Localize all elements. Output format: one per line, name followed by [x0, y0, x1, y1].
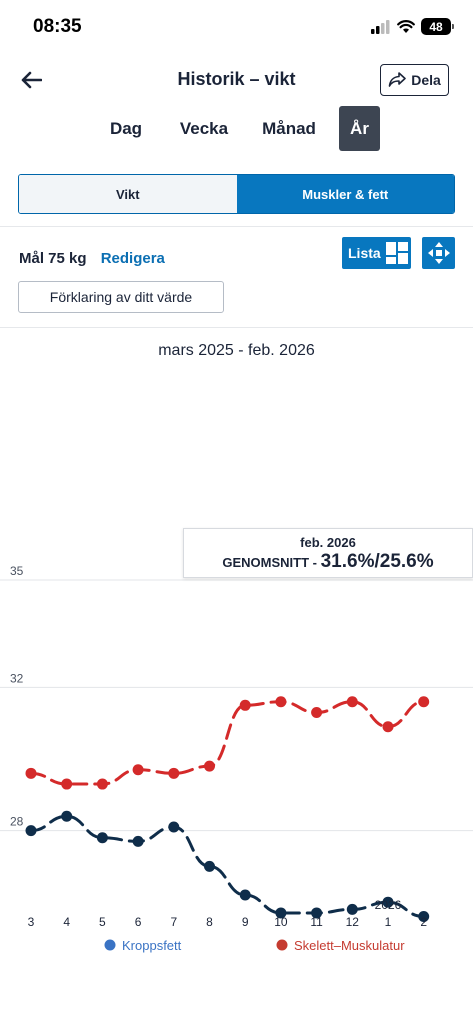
x-tick-label: 2: [420, 915, 427, 929]
goal-row: Mål 75 kg Redigera: [19, 250, 165, 267]
nav-bar: Historik – vikt Dela: [0, 60, 473, 100]
divider: [0, 327, 473, 328]
divider: [0, 226, 473, 227]
data-point: [204, 860, 215, 872]
move-arrows-button[interactable]: [422, 237, 455, 269]
legend-label: Skelett–Muskulatur: [294, 938, 405, 953]
data-point: [382, 896, 394, 908]
segment-muskler-fett[interactable]: Muskler & fett: [236, 175, 454, 213]
metric-segmented-control: Vikt Muskler & fett: [18, 174, 455, 214]
x-tick-label: 1: [385, 915, 392, 929]
cellular-signal-icon: [371, 19, 390, 34]
back-arrow-icon: [21, 71, 42, 89]
series-line-kroppsfett: [29, 814, 426, 919]
data-point: [346, 696, 358, 708]
data-point: [382, 721, 394, 733]
data-point: [418, 911, 430, 923]
data-point: [61, 810, 73, 822]
legend-marker: [276, 939, 288, 951]
grid-layout-icon: [385, 242, 408, 264]
status-bar: 08:35 48: [0, 0, 473, 56]
data-point: [239, 889, 251, 901]
battery-indicator: 48: [421, 18, 454, 35]
tab-manad[interactable]: Månad: [262, 119, 316, 138]
list-view-button[interactable]: Lista: [342, 237, 411, 269]
share-label: Dela: [411, 72, 441, 88]
move-arrows-icon: [427, 242, 450, 264]
data-point: [311, 907, 323, 919]
tab-dag[interactable]: Dag: [109, 119, 143, 138]
y-tick-label: 35: [10, 564, 24, 578]
x-tick-label: 9: [242, 915, 249, 929]
tooltip-average-value: 31.6%/25.6%: [320, 551, 434, 572]
data-point: [239, 699, 251, 711]
tooltip-average-label: GENOMSNITT -: [222, 555, 321, 570]
tab-vecka[interactable]: Vecka: [179, 119, 229, 138]
data-point: [168, 821, 180, 833]
share-button[interactable]: Dela: [380, 64, 449, 96]
y-tick-label: 24: [10, 958, 24, 960]
data-point: [132, 835, 144, 847]
data-point: [204, 760, 215, 772]
data-point: [96, 832, 108, 844]
x-tick-label: 12: [346, 915, 360, 929]
segment-vikt[interactable]: Vikt: [19, 175, 237, 213]
data-point: [132, 764, 144, 776]
back-button[interactable]: [20, 66, 50, 94]
x-tick-label: 8: [206, 915, 213, 929]
status-icons: 48: [371, 18, 454, 35]
chart-tooltip: feb. 2026 GENOMSNITT - 31.6%/25.6%: [183, 528, 473, 578]
page-title: Historik – vikt: [177, 69, 296, 89]
tooltip-average: GENOMSNITT - 31.6%/25.6%: [184, 551, 472, 573]
share-icon: [388, 72, 407, 87]
x-year-label: 2026: [375, 898, 402, 912]
data-point: [61, 778, 73, 790]
data-point: [96, 778, 108, 790]
list-view-label: Lista: [348, 245, 381, 261]
x-tick-label: 6: [135, 915, 142, 929]
data-point: [275, 907, 287, 919]
body-composition-chart[interactable]: 353228243456789101112122026KroppsfettSke…: [0, 470, 473, 960]
legend-marker: [104, 939, 116, 951]
data-point: [275, 696, 287, 708]
x-tick-label: 4: [63, 915, 70, 929]
wifi-icon: [397, 19, 415, 33]
legend-label: Kroppsfett: [122, 938, 182, 953]
y-tick-label: 28: [10, 815, 24, 829]
x-tick-label: 3: [28, 915, 35, 929]
x-tick-label: 10: [274, 915, 288, 929]
period-tabs: Dag Vecka Månad År: [0, 106, 473, 151]
x-tick-label: 11: [310, 915, 323, 929]
goal-label: Mål 75 kg: [19, 250, 87, 267]
tooltip-date: feb. 2026: [300, 535, 356, 550]
data-point: [25, 767, 37, 779]
chart-date-range: mars 2025 - feb. 2026: [158, 342, 315, 359]
series-line-skelett-muskulatur: [29, 700, 426, 786]
explain-value-button[interactable]: Förklaring av ditt värde: [18, 281, 224, 313]
data-point: [311, 706, 323, 718]
y-tick-label: 32: [10, 671, 24, 685]
data-point: [25, 825, 37, 837]
data-point: [346, 903, 358, 915]
x-tick-label: 7: [170, 915, 177, 929]
tab-ar[interactable]: År: [339, 106, 380, 151]
x-tick-label: 5: [99, 915, 106, 929]
data-point: [168, 767, 180, 779]
edit-goal-link[interactable]: Redigera: [100, 250, 165, 267]
data-point: [418, 696, 430, 708]
status-time: 08:35: [33, 16, 82, 37]
